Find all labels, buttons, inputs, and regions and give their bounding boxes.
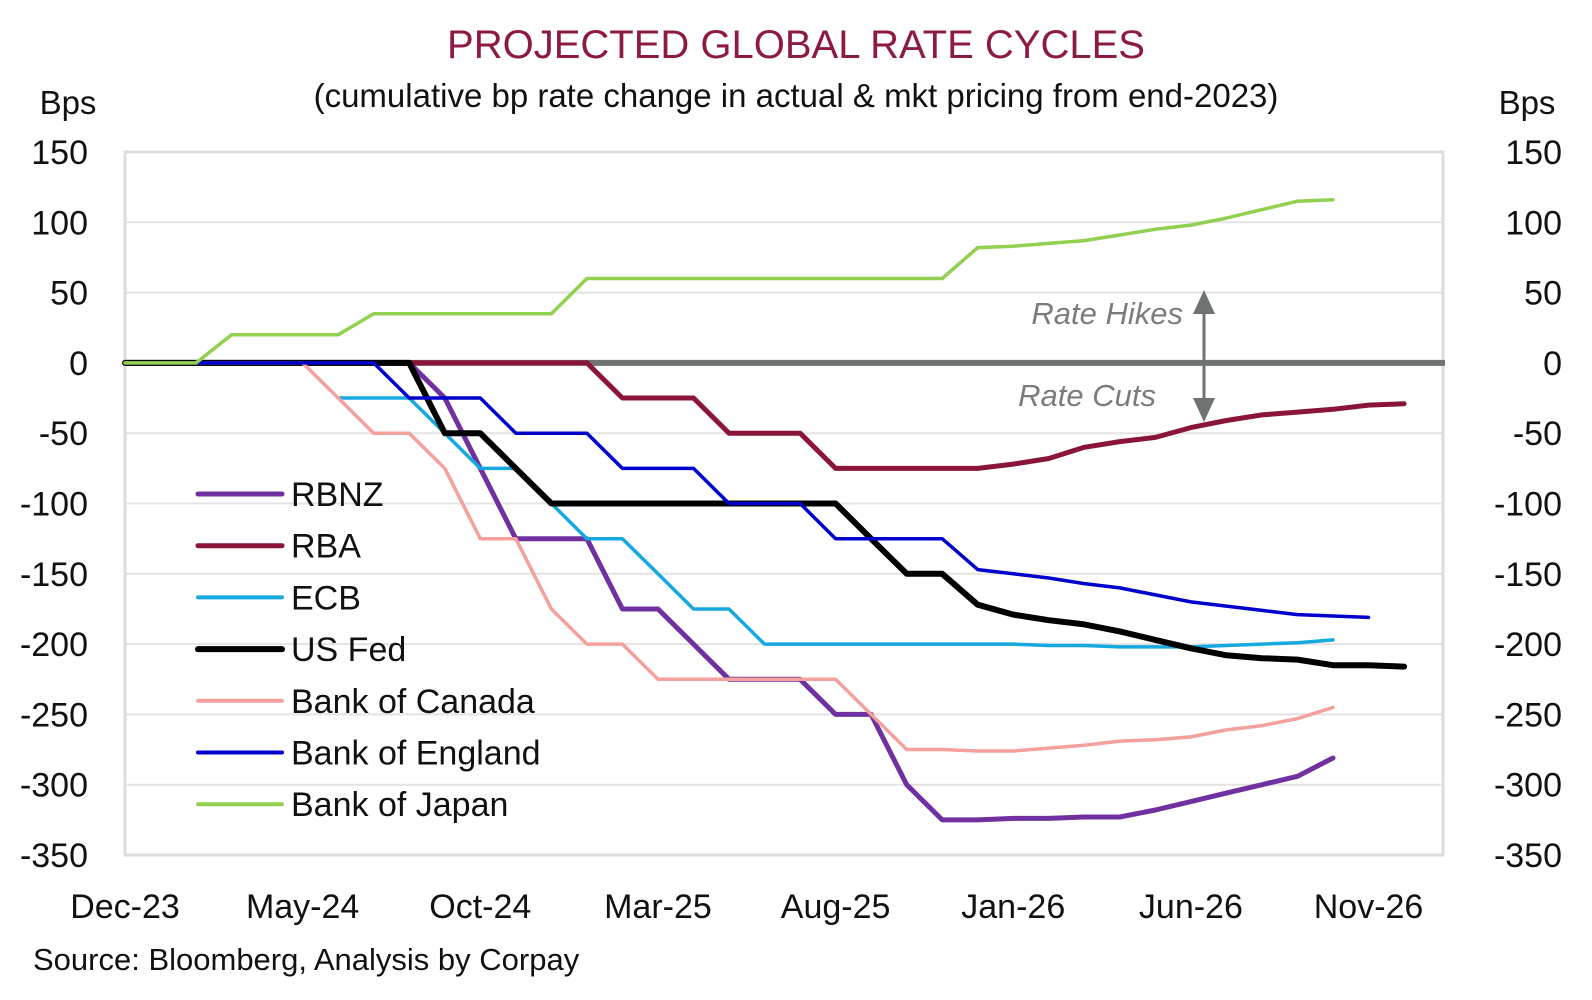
chart-subtitle: (cumulative bp rate change in actual & m…: [314, 77, 1279, 114]
legend-item: Bank of Japan: [196, 786, 508, 824]
y-tick-label: 0: [69, 345, 88, 383]
y-tick-label: 100: [31, 204, 88, 242]
y-tick-label: -300: [20, 767, 88, 805]
annotation-rate-hikes: Rate Hikes: [1031, 296, 1183, 331]
arrow-down-icon: [1193, 398, 1215, 422]
series-line-us-fed: [122, 359, 1408, 670]
x-tick-label: Mar-25: [604, 888, 712, 926]
x-axis: Dec-23 May-24 Oct-24 Mar-25 Aug-25 Jan-26 Jun-…: [70, 888, 1423, 926]
source-note: Source: Bloomberg, Analysis by Corpay: [33, 942, 580, 977]
y-tick-label: -350: [20, 837, 88, 875]
series-lines: [122, 198, 1408, 823]
legend-label: Bank of England: [291, 735, 541, 773]
arrow-up-icon: [1193, 290, 1215, 314]
series-line-bank-of-canada: [123, 361, 1335, 753]
y-tick-label: -250: [20, 696, 88, 734]
x-tick-label: Jun-26: [1139, 888, 1243, 926]
legend-label: Bank of Japan: [291, 786, 508, 824]
x-tick-label: Aug-25: [781, 888, 891, 926]
series-line-ecb: [336, 396, 1335, 649]
legend-item: ECB: [196, 579, 361, 617]
y-tick-label: -100: [1494, 486, 1562, 524]
x-tick-label: May-24: [246, 888, 359, 926]
series-line-bank-of-japan: [123, 198, 1335, 365]
y-tick-label: -250: [1494, 696, 1562, 734]
y-tick-label: -300: [1494, 767, 1562, 805]
y-tick-label: -150: [20, 556, 88, 594]
legend-item: US Fed: [195, 631, 406, 669]
x-tick-label: Oct-24: [429, 888, 531, 926]
y-tick-label: 150: [1505, 134, 1562, 172]
series-line-bank-of-england: [123, 361, 1371, 620]
y-tick-label: 0: [1543, 345, 1562, 383]
legend-label: RBA: [291, 528, 361, 566]
annotation-rate-cuts: Rate Cuts: [1018, 378, 1156, 413]
plot-area: [123, 150, 1445, 857]
x-tick-label: Dec-23: [70, 888, 180, 926]
y-tick-label: -50: [1513, 415, 1562, 453]
y-tick-label: -200: [20, 626, 88, 664]
legend-label: US Fed: [291, 631, 406, 669]
legend-item: RBNZ: [195, 476, 384, 514]
legend-item: RBA: [195, 528, 361, 566]
x-tick-label: Nov-26: [1314, 888, 1424, 926]
y-tick-label: 150: [31, 134, 88, 172]
y-tick-label: -200: [1494, 626, 1562, 664]
y-tick-label: -150: [1494, 556, 1562, 594]
y-axis-label-left: Bps: [40, 84, 97, 121]
x-tick-label: Jan-26: [961, 888, 1065, 926]
y-axis-right: 150 100 50 0 -50 -100 -150 -200 -250 -300 -350: [1494, 134, 1562, 875]
y-axis-left: 150 100 50 0 -50 -100 -150 -200 -250 -300 -350: [20, 134, 88, 875]
legend-item: Bank of Canada: [196, 683, 535, 721]
legend: RBNZ RBA ECB US Fed Bank of Canada Bank of En…: [195, 476, 541, 824]
y-tick-label: 100: [1505, 204, 1562, 242]
legend-label: ECB: [291, 579, 361, 617]
legend-label: Bank of Canada: [291, 683, 535, 721]
y-tick-label: -350: [1494, 837, 1562, 875]
legend-item: Bank of England: [196, 735, 541, 773]
y-tick-label: -100: [20, 486, 88, 524]
rate-arrow-annotation: Rate Hikes Rate Cuts: [1018, 290, 1215, 422]
y-tick-label: 50: [1524, 275, 1562, 313]
y-tick-label: -50: [39, 415, 88, 453]
y-tick-label: 50: [50, 275, 88, 313]
legend-label: RBNZ: [291, 476, 384, 514]
y-axis-label-right: Bps: [1499, 84, 1556, 121]
chart-title: PROJECTED GLOBAL RATE CYCLES: [447, 23, 1145, 67]
